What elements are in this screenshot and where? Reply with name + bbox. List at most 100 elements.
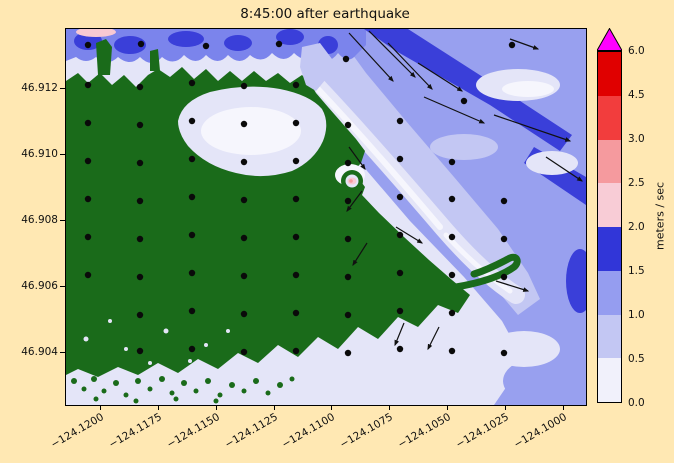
gauge-dot bbox=[136, 197, 144, 205]
velocity-arrow bbox=[346, 190, 363, 212]
colorbar-tick-label: 0.0 bbox=[628, 397, 645, 409]
colorbar-tick-label: 2.0 bbox=[628, 221, 645, 233]
colorbar-segment bbox=[598, 95, 621, 140]
gauge-dot bbox=[292, 119, 300, 127]
breakwater bbox=[96, 39, 112, 75]
white-patch bbox=[502, 81, 554, 97]
gauge-dot bbox=[508, 41, 516, 49]
gauge-dot bbox=[500, 349, 508, 357]
x-tick-mark bbox=[100, 405, 101, 410]
velocity-arrow bbox=[545, 156, 583, 182]
gauge-dot bbox=[448, 158, 456, 166]
x-tick-label: −124.1050 bbox=[395, 411, 453, 451]
velocity-arrow bbox=[417, 62, 464, 92]
plot-title: 8:45:00 after earthquake bbox=[240, 6, 410, 22]
gauge-dot bbox=[396, 269, 404, 277]
y-tick-label: 46.912 bbox=[21, 82, 58, 94]
x-tick-label: −124.1175 bbox=[106, 411, 164, 451]
basin-still-water bbox=[201, 107, 301, 155]
x-tick-mark bbox=[331, 405, 332, 410]
gauge-dot bbox=[240, 310, 248, 318]
gauge-dot bbox=[448, 309, 456, 317]
y-tick-mark bbox=[60, 88, 65, 89]
x-tick-label: −124.1100 bbox=[279, 411, 337, 451]
gauge-dot bbox=[500, 197, 508, 205]
gauge-dot bbox=[136, 159, 144, 167]
gauge-dot bbox=[84, 271, 92, 279]
gauge-dot bbox=[240, 234, 248, 242]
gauge-dot bbox=[396, 231, 404, 239]
velocity-arrow bbox=[348, 32, 394, 82]
colorbar-tick-label: 0.5 bbox=[628, 353, 645, 365]
velocity-arrow bbox=[423, 96, 486, 124]
colorbar-segment bbox=[598, 314, 621, 359]
x-tick-label: −124.1150 bbox=[164, 411, 222, 451]
gauge-dot bbox=[136, 347, 144, 355]
gauge-dots-layer bbox=[84, 40, 516, 357]
gauge-dot bbox=[500, 235, 508, 243]
colorbar-tick-label: 4.5 bbox=[628, 89, 645, 101]
colorbar-tick-label: 3.0 bbox=[628, 133, 645, 145]
y-tick-label: 46.904 bbox=[21, 346, 58, 358]
gauge-dot bbox=[448, 233, 456, 241]
y-tick-label: 46.908 bbox=[21, 214, 58, 226]
gauge-dot bbox=[292, 233, 300, 241]
gauge-dot bbox=[240, 82, 248, 90]
pink-shoal bbox=[76, 29, 116, 37]
gauge-dot bbox=[136, 273, 144, 281]
x-tick-mark bbox=[274, 405, 275, 410]
gauge-dot bbox=[188, 307, 196, 315]
map-canvas bbox=[66, 29, 586, 405]
gauge-dot bbox=[202, 42, 210, 50]
gauge-dot bbox=[344, 273, 352, 281]
gauge-dot bbox=[240, 272, 248, 280]
channel-slack-water bbox=[315, 86, 443, 230]
colorbar-segment bbox=[598, 139, 621, 184]
x-tick-mark bbox=[389, 405, 390, 410]
gauge-dot bbox=[292, 195, 300, 203]
gauge-dot bbox=[396, 307, 404, 315]
gauge-dot bbox=[240, 196, 248, 204]
gauge-dot bbox=[448, 195, 456, 203]
gauge-dot bbox=[292, 309, 300, 317]
velocity-arrow bbox=[368, 30, 416, 78]
gauge-dot bbox=[448, 271, 456, 279]
x-tick-label: −124.1200 bbox=[48, 411, 106, 451]
gauge-dot bbox=[188, 79, 196, 87]
gauge-dot bbox=[448, 347, 456, 355]
gauge-dot bbox=[500, 273, 508, 281]
x-tick-label: −124.1025 bbox=[453, 411, 511, 451]
gauge-dot bbox=[84, 119, 92, 127]
gauge-dot bbox=[460, 97, 468, 105]
y-tick-mark bbox=[60, 220, 65, 221]
gauge-dot bbox=[240, 348, 248, 356]
gauge-dot bbox=[137, 40, 145, 48]
gauge-dot bbox=[342, 55, 350, 63]
gauge-dot bbox=[84, 81, 92, 89]
gauge-dot bbox=[240, 158, 248, 166]
gauge-dot bbox=[292, 81, 300, 89]
gauge-dot bbox=[396, 345, 404, 353]
gauge-dot bbox=[292, 271, 300, 279]
gauge-dot bbox=[136, 311, 144, 319]
colorbar-label: meters / sec bbox=[653, 181, 667, 251]
x-tick-mark bbox=[505, 405, 506, 410]
velocity-arrow bbox=[348, 146, 366, 170]
harbor-entrance bbox=[300, 43, 332, 91]
gauge-dot bbox=[396, 193, 404, 201]
land-pond-speckle bbox=[83, 319, 230, 365]
gauge-dot bbox=[188, 193, 196, 201]
colorbar-segment bbox=[598, 183, 621, 227]
y-tick-mark bbox=[60, 154, 65, 155]
colorbar-over-arrow bbox=[597, 28, 622, 51]
velocity-arrow bbox=[493, 114, 572, 142]
x-tick-label: −124.1000 bbox=[511, 411, 569, 451]
gauge-dot bbox=[188, 155, 196, 163]
colorbar-ticks: 0.0 0.5 1.0 1.5 2.0 2.5 3.0 4.5 6.0 bbox=[626, 28, 652, 409]
y-tick-mark bbox=[60, 286, 65, 287]
gauge-dot bbox=[344, 197, 352, 205]
gauge-dot bbox=[84, 41, 92, 49]
gauge-dot bbox=[188, 345, 196, 353]
x-tick-label: −124.1125 bbox=[222, 411, 280, 451]
